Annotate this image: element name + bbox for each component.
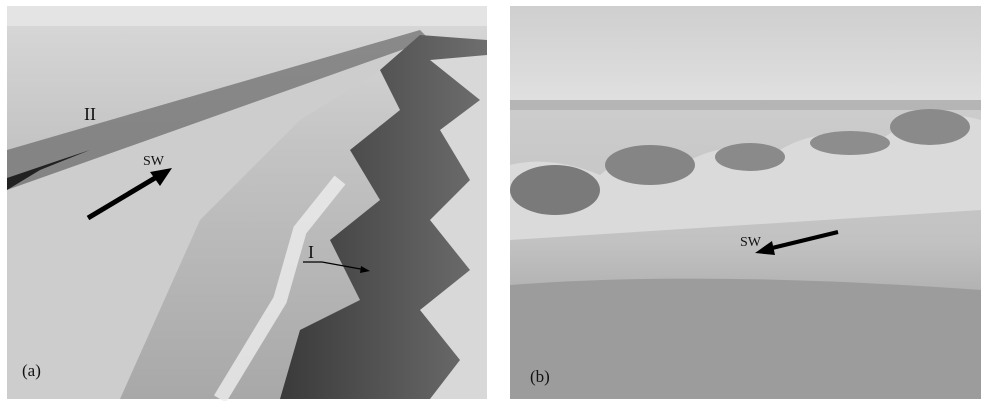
dune-bowl [715, 143, 785, 171]
photo-b: SW (b) [510, 6, 981, 399]
annotation: SW [740, 235, 762, 250]
dune-bowl [510, 165, 600, 215]
foreground-sand [510, 279, 981, 399]
sky [510, 6, 981, 102]
dune-bowl [605, 145, 695, 185]
dune-bowl [810, 131, 890, 155]
page: II SW I (a) SW (b) (() => { const data =… [0, 0, 982, 401]
dune-bowl [890, 109, 970, 145]
annotation: II [84, 104, 96, 124]
photo-a: II SW I (a) [7, 6, 487, 399]
horizon [510, 100, 981, 110]
annotation: SW [143, 154, 165, 169]
panel-label: (a) [22, 361, 41, 380]
horizon [7, 6, 487, 26]
panel-label: (b) [530, 367, 550, 386]
figure: II SW I (a) SW (b) [0, 0, 982, 401]
annotation: I [308, 242, 314, 262]
